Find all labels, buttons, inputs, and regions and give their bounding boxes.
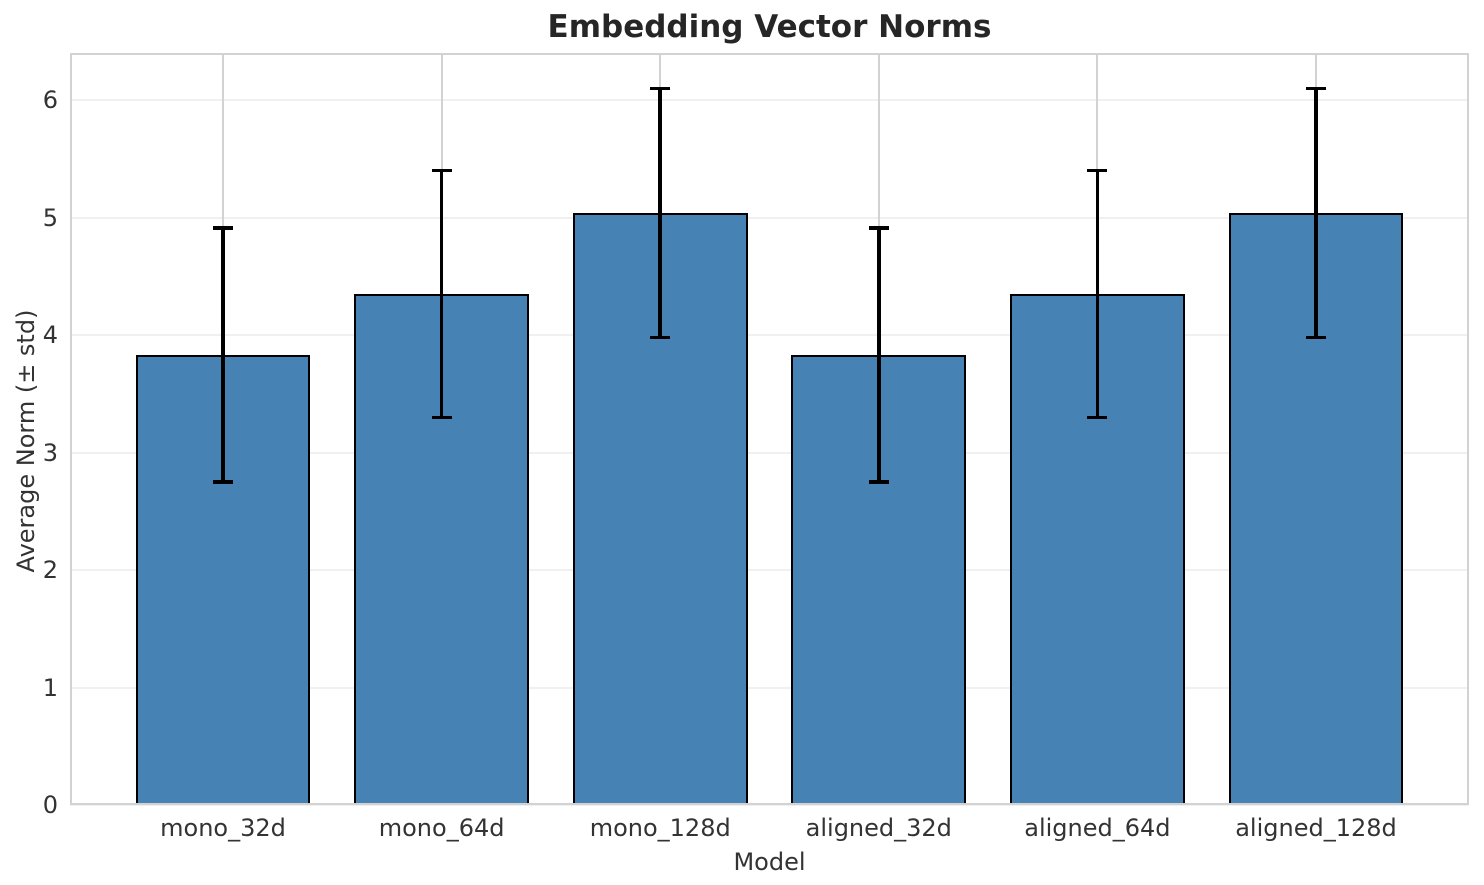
errorbar-mono_64d	[439, 170, 444, 418]
errorbar-cap-bottom-mono_64d	[431, 415, 452, 419]
errorbar-cap-top-mono_128d	[650, 86, 671, 90]
errorbar-mono_32d	[221, 228, 225, 482]
spine-top	[70, 53, 1469, 55]
y-tick-label: 3	[42, 438, 58, 467]
gridline-h	[70, 804, 1469, 806]
x-tick-label: mono_32d	[160, 814, 286, 842]
errorbar-cap-top-aligned_32d	[868, 226, 889, 230]
x-tick-label: aligned_64d	[1024, 814, 1171, 842]
gridline-h	[70, 99, 1469, 101]
chart-title: Embedding Vector Norms	[547, 9, 992, 45]
errorbar-cap-bottom-aligned_64d	[1087, 415, 1108, 419]
gridline-h	[70, 216, 1469, 219]
errorbar-cap-bottom-aligned_128d	[1305, 335, 1326, 340]
errorbar-aligned_128d	[1314, 88, 1318, 338]
y-tick-label: 0	[42, 791, 58, 819]
errorbar-cap-top-aligned_64d	[1087, 168, 1108, 173]
x-tick-label: mono_64d	[378, 814, 505, 842]
plot-area	[70, 53, 1469, 806]
y-tick-label: 5	[42, 203, 58, 232]
errorbar-cap-bottom-aligned_32d	[868, 480, 889, 484]
y-tick-label: 6	[42, 86, 58, 114]
errorbar-cap-top-aligned_128d	[1305, 86, 1326, 90]
x-axis-line	[70, 803, 1469, 805]
gridline-h	[70, 686, 1469, 689]
gridline-h	[70, 334, 1469, 336]
spine-left	[70, 53, 72, 805]
errorbar-mono_128d	[658, 88, 662, 338]
errorbar-cap-top-mono_32d	[213, 226, 234, 230]
x-tick-label: mono_128d	[589, 814, 731, 842]
x-axis-label: Model	[733, 848, 806, 876]
y-tick-label: 2	[42, 556, 58, 584]
x-tick-label: aligned_32d	[805, 814, 952, 842]
gridline-h	[70, 451, 1469, 454]
errorbar-cap-bottom-mono_128d	[650, 335, 671, 340]
gridline-h	[70, 569, 1469, 571]
y-tick-label: 4	[42, 321, 58, 349]
errorbar-cap-bottom-mono_32d	[213, 480, 234, 484]
errorbar-aligned_64d	[1095, 170, 1100, 418]
errorbar-cap-top-mono_64d	[431, 168, 452, 173]
y-tick-label: 1	[42, 673, 58, 702]
errorbar-aligned_32d	[877, 228, 881, 482]
spine-right	[1467, 53, 1469, 805]
x-tick-label: aligned_128d	[1235, 814, 1397, 842]
